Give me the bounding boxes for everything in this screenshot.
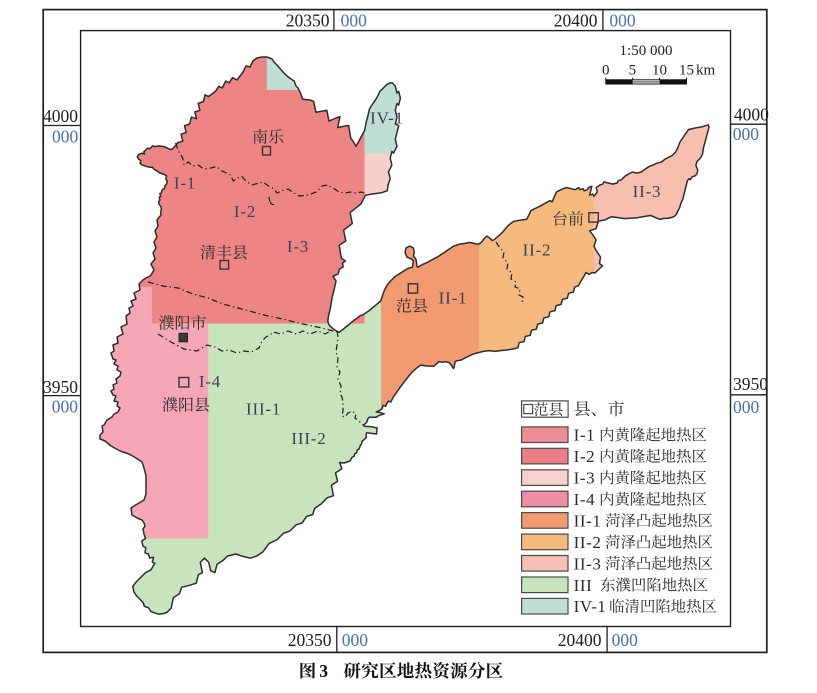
- svg-text:10: 10: [652, 63, 667, 79]
- svg-text:0: 0: [602, 63, 610, 79]
- svg-text:000: 000: [342, 630, 369, 650]
- svg-text:I-4: I-4: [199, 372, 221, 391]
- svg-text:15: 15: [679, 63, 694, 79]
- svg-text:3950: 3950: [733, 374, 768, 394]
- svg-text:III-1: III-1: [246, 400, 281, 419]
- svg-text:km: km: [696, 63, 716, 79]
- svg-text:I-1: I-1: [174, 174, 196, 193]
- svg-text:III-2: III-2: [291, 429, 326, 448]
- svg-text:II-3: II-3: [633, 182, 662, 201]
- svg-text:I-2: I-2: [574, 447, 596, 466]
- svg-text:20350: 20350: [288, 630, 332, 650]
- svg-text:II-1: II-1: [439, 289, 468, 308]
- svg-text:000: 000: [52, 397, 79, 417]
- svg-text:4000: 4000: [734, 105, 769, 125]
- svg-text:I-1: I-1: [574, 426, 596, 445]
- svg-text:20400: 20400: [554, 11, 598, 31]
- svg-text:IV-1: IV-1: [574, 597, 607, 616]
- svg-text:III: III: [574, 576, 593, 595]
- svg-text:I-2: I-2: [234, 202, 256, 221]
- svg-text:I-4: I-4: [574, 490, 596, 509]
- svg-text:II-3: II-3: [574, 554, 602, 573]
- svg-text:20350: 20350: [286, 11, 330, 31]
- svg-text:II-2: II-2: [574, 533, 602, 552]
- svg-text:I-3: I-3: [287, 237, 309, 256]
- svg-text:II-2: II-2: [523, 241, 552, 260]
- svg-text:000: 000: [612, 630, 639, 650]
- svg-text:I-3: I-3: [574, 469, 596, 488]
- svg-text:000: 000: [341, 11, 368, 31]
- svg-text:3: 3: [319, 661, 328, 681]
- svg-text:4000: 4000: [43, 106, 78, 126]
- svg-text:000: 000: [52, 126, 79, 146]
- svg-text:IV-1: IV-1: [370, 109, 404, 128]
- svg-text:000: 000: [733, 124, 760, 144]
- svg-text:1:50 000: 1:50 000: [620, 43, 673, 59]
- svg-text:3950: 3950: [43, 377, 78, 397]
- svg-text:5: 5: [629, 63, 637, 79]
- svg-text:II-1: II-1: [574, 511, 602, 530]
- svg-text:000: 000: [733, 397, 760, 417]
- svg-text:000: 000: [609, 11, 636, 31]
- svg-text:20400: 20400: [558, 630, 602, 650]
